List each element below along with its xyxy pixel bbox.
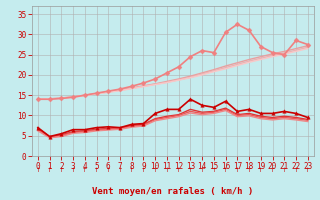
X-axis label: Vent moyen/en rafales ( km/h ): Vent moyen/en rafales ( km/h ) (92, 187, 253, 196)
